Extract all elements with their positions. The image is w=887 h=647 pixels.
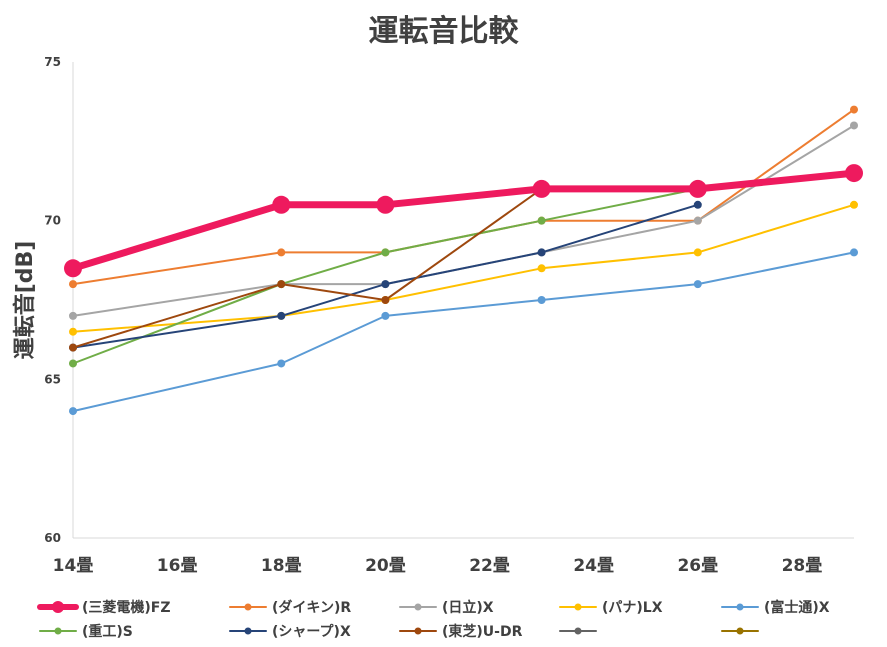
x-tick-label: 18畳 (261, 556, 302, 576)
series-line (69, 169, 858, 272)
data-point (64, 259, 82, 278)
x-tick-label: 24畳 (573, 556, 614, 576)
y-tick-label: 65 (44, 372, 61, 386)
series-0 (64, 164, 863, 278)
series-line (72, 251, 855, 413)
data-point (688, 179, 707, 198)
legend-item (721, 627, 759, 635)
data-point (272, 195, 291, 214)
data-point (69, 359, 77, 368)
data-point (69, 311, 77, 320)
legend-item: (シャープ)X (229, 624, 351, 640)
x-tick-label: 16畳 (157, 556, 198, 576)
legend-item: (重工)S (39, 623, 133, 640)
data-point (693, 200, 702, 209)
legend-swatch-marker (414, 627, 422, 635)
data-point (850, 248, 858, 257)
series-4 (69, 248, 858, 416)
data-point (850, 121, 858, 130)
x-tick-labels: 14畳 16畳 18畳 20畳 22畳 24畳 26畳 28畳 (53, 556, 823, 576)
legend-label: (パナ)LX (602, 600, 663, 616)
legend-item: (東芝)U-DR (399, 623, 523, 640)
legend: (三菱電機)FZ (ダイキン)R (日立)X (パナ)LX (富士通)X (重工)S (シャ… (37, 599, 830, 640)
data-point (845, 164, 863, 183)
legend-label: (重工)S (82, 623, 133, 640)
data-point (532, 179, 551, 198)
y-tick-label: 75 (44, 55, 61, 69)
legend-swatch-marker (736, 627, 744, 635)
legend-swatch-marker (574, 603, 582, 611)
data-point (381, 248, 390, 257)
series-line (72, 187, 699, 365)
series-line (72, 124, 855, 317)
data-point (69, 327, 77, 336)
data-point (277, 311, 286, 320)
legend-swatch-marker (244, 627, 252, 635)
legend-swatch-marker (414, 603, 422, 611)
y-tick-label: 60 (44, 531, 61, 545)
legend-label: (三菱電機)FZ (82, 599, 171, 616)
x-tick-label: 22畳 (469, 556, 510, 576)
x-tick-label: 14畳 (53, 556, 94, 576)
legend-item: (三菱電機)FZ (37, 599, 171, 616)
y-tick-labels: 60 65 70 75 (44, 55, 61, 545)
series-2 (69, 121, 858, 320)
legend-label: (富士通)X (764, 599, 830, 616)
x-tick-label: 28畳 (782, 556, 823, 576)
data-point (277, 280, 286, 289)
legend-swatch-marker (736, 603, 744, 611)
data-point (693, 248, 702, 257)
legend-swatch-marker (54, 627, 62, 635)
data-point (537, 248, 546, 257)
x-tick-label: 20畳 (365, 556, 406, 576)
chart-title: 運転音比較 (368, 14, 519, 49)
legend-item (559, 627, 597, 635)
legend-swatch-marker (244, 603, 252, 611)
legend-label: (シャープ)X (272, 624, 351, 640)
legend-swatch-marker (52, 601, 64, 613)
y-tick-label: 70 (44, 214, 61, 228)
data-point (376, 195, 395, 214)
legend-item: (富士通)X (721, 599, 830, 616)
legend-swatch-marker (574, 627, 582, 635)
legend-item: (ダイキン)R (229, 599, 351, 616)
data-point (381, 311, 390, 320)
data-point (537, 216, 546, 225)
x-tick-label: 26畳 (677, 556, 718, 576)
data-point (69, 280, 77, 289)
series-line (72, 203, 699, 349)
y-axis-label: 運転音[dB] (12, 241, 38, 360)
data-point (381, 280, 390, 289)
data-point (850, 105, 858, 114)
data-point (69, 343, 77, 352)
data-point (537, 264, 546, 273)
data-point (277, 248, 286, 257)
legend-label: (日立)X (442, 599, 494, 616)
legend-item: (パナ)LX (559, 600, 663, 616)
legend-item: (日立)X (399, 599, 494, 616)
data-point (537, 296, 546, 304)
series-6 (69, 200, 702, 352)
series-layer (64, 105, 863, 416)
data-point (69, 407, 77, 416)
data-point (693, 216, 702, 225)
series-line (72, 203, 855, 333)
data-point (277, 359, 286, 368)
legend-label: (ダイキン)R (272, 599, 351, 616)
data-point (850, 200, 858, 209)
legend-label: (東芝)U-DR (442, 623, 523, 640)
data-point (693, 280, 702, 289)
data-point (381, 296, 390, 304)
axes (72, 62, 854, 539)
